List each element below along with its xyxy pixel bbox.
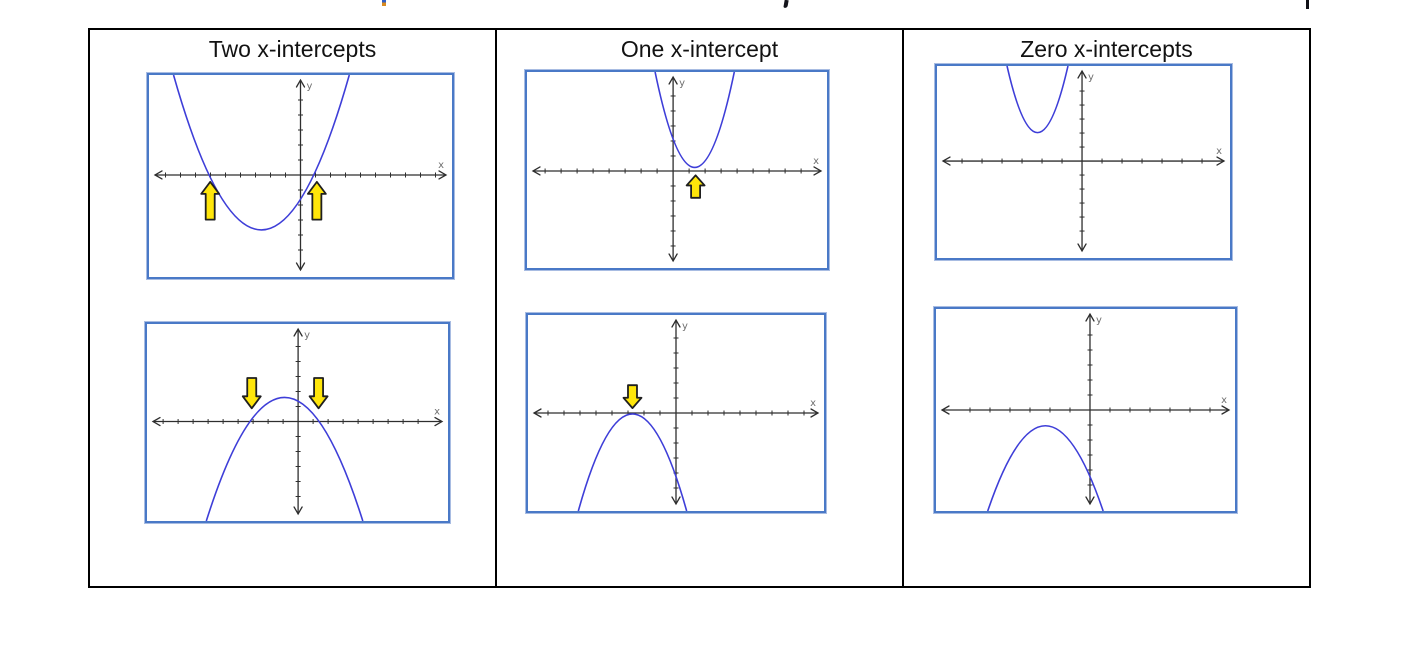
y-axis-label: y xyxy=(682,321,688,332)
axis-arrowhead-left xyxy=(151,416,161,427)
y-axis-label: y xyxy=(1096,315,1102,326)
axis-arrowhead-right xyxy=(434,416,444,427)
axis-arrowhead-up xyxy=(295,78,306,88)
cropped-text-fragment-3 xyxy=(1306,0,1309,9)
column-header-zero-x-intercepts: Zero x-intercepts xyxy=(1020,36,1193,62)
axis-arrowhead-right xyxy=(438,170,448,180)
axis-arrowhead-down xyxy=(293,506,303,516)
intercept-arrow xyxy=(622,384,643,409)
axis-arrowhead-left xyxy=(940,405,950,415)
parabola-curve xyxy=(577,413,688,511)
x-axis-label: x xyxy=(438,160,444,171)
cropped-text-fragment-1 xyxy=(382,0,386,6)
column-header-one-x-intercept: One x-intercept xyxy=(620,36,779,62)
axis-arrowhead-right xyxy=(1216,156,1226,166)
axis-arrowhead-down xyxy=(1077,243,1087,253)
axis-arrowhead-down xyxy=(295,262,306,272)
x-axis-label: x xyxy=(813,156,819,167)
intercept-arrow xyxy=(241,377,262,410)
x-axis-label: x xyxy=(434,407,440,418)
intercept-arrow xyxy=(685,174,706,199)
x-axis-label: x xyxy=(810,398,816,409)
y-axis-label: y xyxy=(679,78,685,89)
parabola-curve xyxy=(986,425,1104,511)
parabola-curve xyxy=(172,75,351,231)
axis-arrowhead-down xyxy=(1085,496,1095,506)
x-axis-label: x xyxy=(1216,146,1222,157)
cropped-text-fragment-2 xyxy=(783,0,789,9)
axis-arrowhead-left xyxy=(532,408,542,418)
axis-arrowhead-right xyxy=(813,166,823,176)
column-header-two-x-intercepts: Two x-intercepts xyxy=(208,36,377,62)
axis-arrowhead-right xyxy=(810,408,820,418)
axis-arrowhead-right xyxy=(1221,405,1231,415)
plot-one-intercept-up: xy xyxy=(524,69,830,271)
axis-arrowhead-left xyxy=(941,156,951,166)
axis-arrowhead-up xyxy=(1077,69,1087,79)
plot-two-intercepts-down: xy xyxy=(144,321,451,524)
axis-arrowhead-up xyxy=(1085,312,1095,322)
plot-zero-intercepts-up: xy xyxy=(934,63,1233,261)
parabola-curve xyxy=(654,72,736,168)
axis-arrowhead-up xyxy=(293,327,303,337)
y-axis-label: y xyxy=(307,81,313,92)
parabola-curve xyxy=(205,396,364,521)
axis-arrowhead-left xyxy=(153,170,163,180)
axis-arrowhead-left xyxy=(531,166,541,176)
axis-arrowhead-up xyxy=(668,75,678,85)
plot-zero-intercepts-down: xy xyxy=(933,306,1238,514)
intercept-arrow xyxy=(308,377,329,410)
plot-two-intercepts-up: xy xyxy=(146,72,455,280)
plot-one-intercept-down: xy xyxy=(525,312,827,514)
y-axis-label: y xyxy=(1088,72,1094,83)
axis-arrowhead-down xyxy=(671,496,681,506)
axis-arrowhead-down xyxy=(668,253,678,263)
axis-arrowhead-up xyxy=(671,318,681,328)
x-axis-label: x xyxy=(1221,395,1227,406)
intercept-arrow xyxy=(306,180,327,221)
intercept-arrow xyxy=(200,180,221,221)
y-axis-label: y xyxy=(304,330,310,341)
parabola-curve xyxy=(1006,66,1069,134)
